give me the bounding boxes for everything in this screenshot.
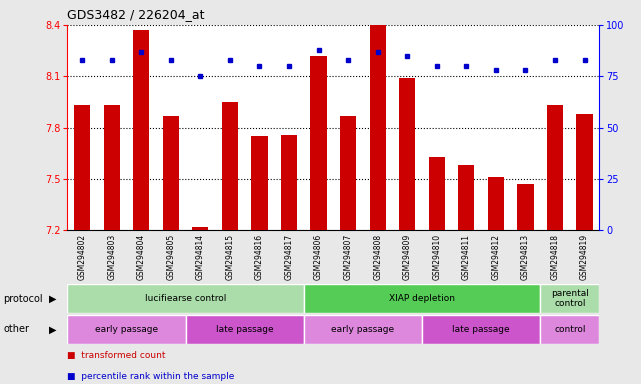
- Bar: [458, 166, 474, 230]
- Text: GSM294811: GSM294811: [462, 234, 471, 280]
- Bar: [547, 106, 563, 230]
- Bar: [67, 284, 304, 313]
- Bar: [103, 106, 120, 230]
- Bar: [399, 78, 415, 230]
- Text: GSM294818: GSM294818: [551, 234, 560, 280]
- Bar: [369, 25, 386, 230]
- Text: parental
control: parental control: [551, 289, 588, 308]
- Bar: [540, 284, 599, 313]
- Text: ■  percentile rank within the sample: ■ percentile rank within the sample: [67, 372, 235, 381]
- Text: GSM294816: GSM294816: [255, 234, 264, 280]
- Text: other: other: [3, 324, 29, 334]
- Text: GSM294810: GSM294810: [432, 234, 441, 280]
- Bar: [74, 106, 90, 230]
- Bar: [222, 102, 238, 230]
- Text: GSM294812: GSM294812: [492, 234, 501, 280]
- Text: GSM294806: GSM294806: [314, 234, 323, 280]
- Bar: [133, 30, 149, 230]
- Bar: [340, 116, 356, 230]
- Text: protocol: protocol: [3, 293, 43, 304]
- Bar: [67, 315, 185, 344]
- Text: GSM294813: GSM294813: [521, 234, 530, 280]
- Bar: [163, 116, 179, 230]
- Text: GSM294817: GSM294817: [285, 234, 294, 280]
- Text: early passage: early passage: [95, 325, 158, 334]
- Bar: [192, 227, 208, 230]
- Text: XIAP depletion: XIAP depletion: [389, 294, 455, 303]
- Bar: [281, 134, 297, 230]
- Bar: [429, 157, 445, 230]
- Bar: [517, 184, 533, 230]
- Text: ▶: ▶: [49, 293, 57, 304]
- Text: GSM294802: GSM294802: [78, 234, 87, 280]
- Text: GSM294807: GSM294807: [344, 234, 353, 280]
- Text: ■  transformed count: ■ transformed count: [67, 351, 166, 360]
- Text: late passage: late passage: [216, 325, 274, 334]
- Text: control: control: [554, 325, 585, 334]
- Text: GSM294804: GSM294804: [137, 234, 146, 280]
- Text: GSM294815: GSM294815: [226, 234, 235, 280]
- Text: GSM294805: GSM294805: [166, 234, 175, 280]
- Text: GSM294814: GSM294814: [196, 234, 205, 280]
- Text: GSM294809: GSM294809: [403, 234, 412, 280]
- Text: late passage: late passage: [453, 325, 510, 334]
- Bar: [251, 136, 267, 230]
- Text: early passage: early passage: [331, 325, 394, 334]
- Bar: [488, 177, 504, 230]
- Text: GSM294808: GSM294808: [373, 234, 382, 280]
- Bar: [185, 315, 304, 344]
- Text: GSM294819: GSM294819: [580, 234, 589, 280]
- Bar: [310, 56, 327, 230]
- Bar: [422, 315, 540, 344]
- Bar: [576, 114, 593, 230]
- Bar: [304, 284, 540, 313]
- Text: ▶: ▶: [49, 324, 57, 334]
- Text: lucifiearse control: lucifiearse control: [145, 294, 226, 303]
- Bar: [540, 315, 599, 344]
- Text: GDS3482 / 226204_at: GDS3482 / 226204_at: [67, 8, 205, 21]
- Bar: [304, 315, 422, 344]
- Text: GSM294803: GSM294803: [107, 234, 116, 280]
